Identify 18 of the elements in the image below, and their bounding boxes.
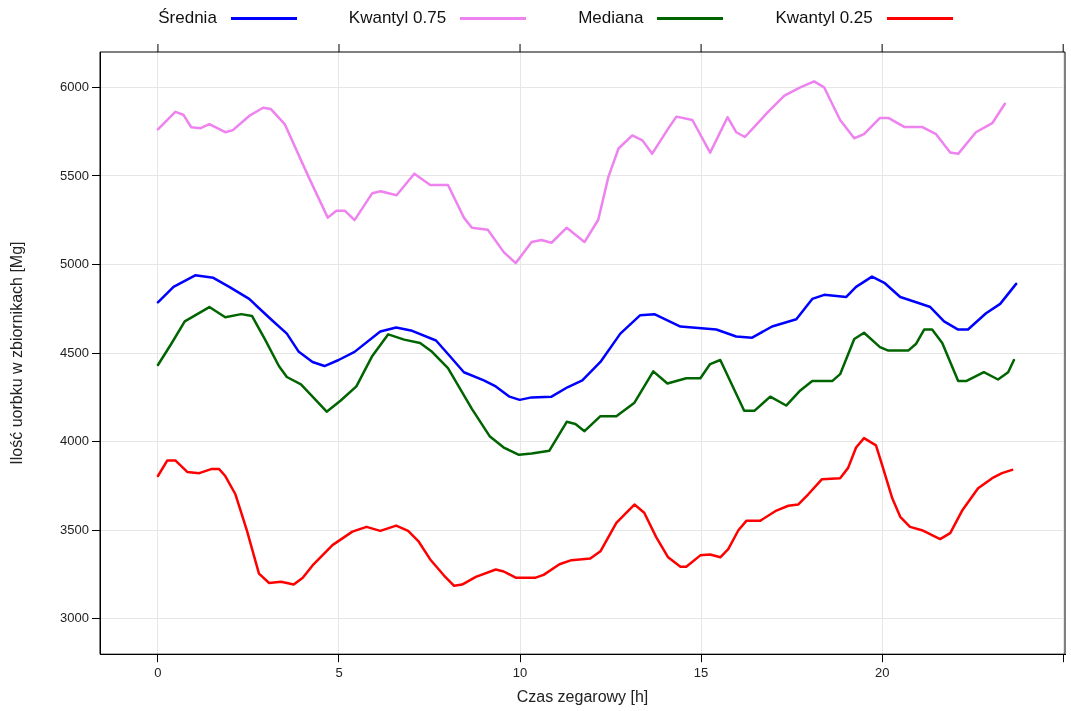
x-tick-label: 10	[512, 664, 528, 680]
x-tick-label: 5	[335, 664, 343, 680]
x-tick-label: 15	[693, 664, 709, 680]
y-axis-title: Ilość uorbku w zbiornikach [Mg]	[8, 241, 26, 465]
x-axis-title: Czas zegarowy [h]	[516, 687, 649, 705]
y-tick-label: 5500	[60, 167, 89, 183]
legend-label: Kwantyl 0.25	[775, 8, 873, 28]
y-tick-label: 6000	[60, 79, 89, 94]
legend-label: Średnia	[158, 8, 217, 28]
x-tick-label: 20	[874, 664, 890, 680]
legend-label: Mediana	[578, 8, 644, 28]
y-tick-label: 4000	[60, 433, 89, 449]
y-tick-label: 5000	[60, 256, 89, 272]
y-tick-label: 3000	[60, 610, 89, 626]
legend-label: Kwantyl 0.75	[348, 8, 447, 28]
y-tick-label: 3500	[60, 521, 89, 537]
y-tick-label: 4500	[60, 344, 89, 360]
x-tick-label: 0	[154, 664, 162, 680]
